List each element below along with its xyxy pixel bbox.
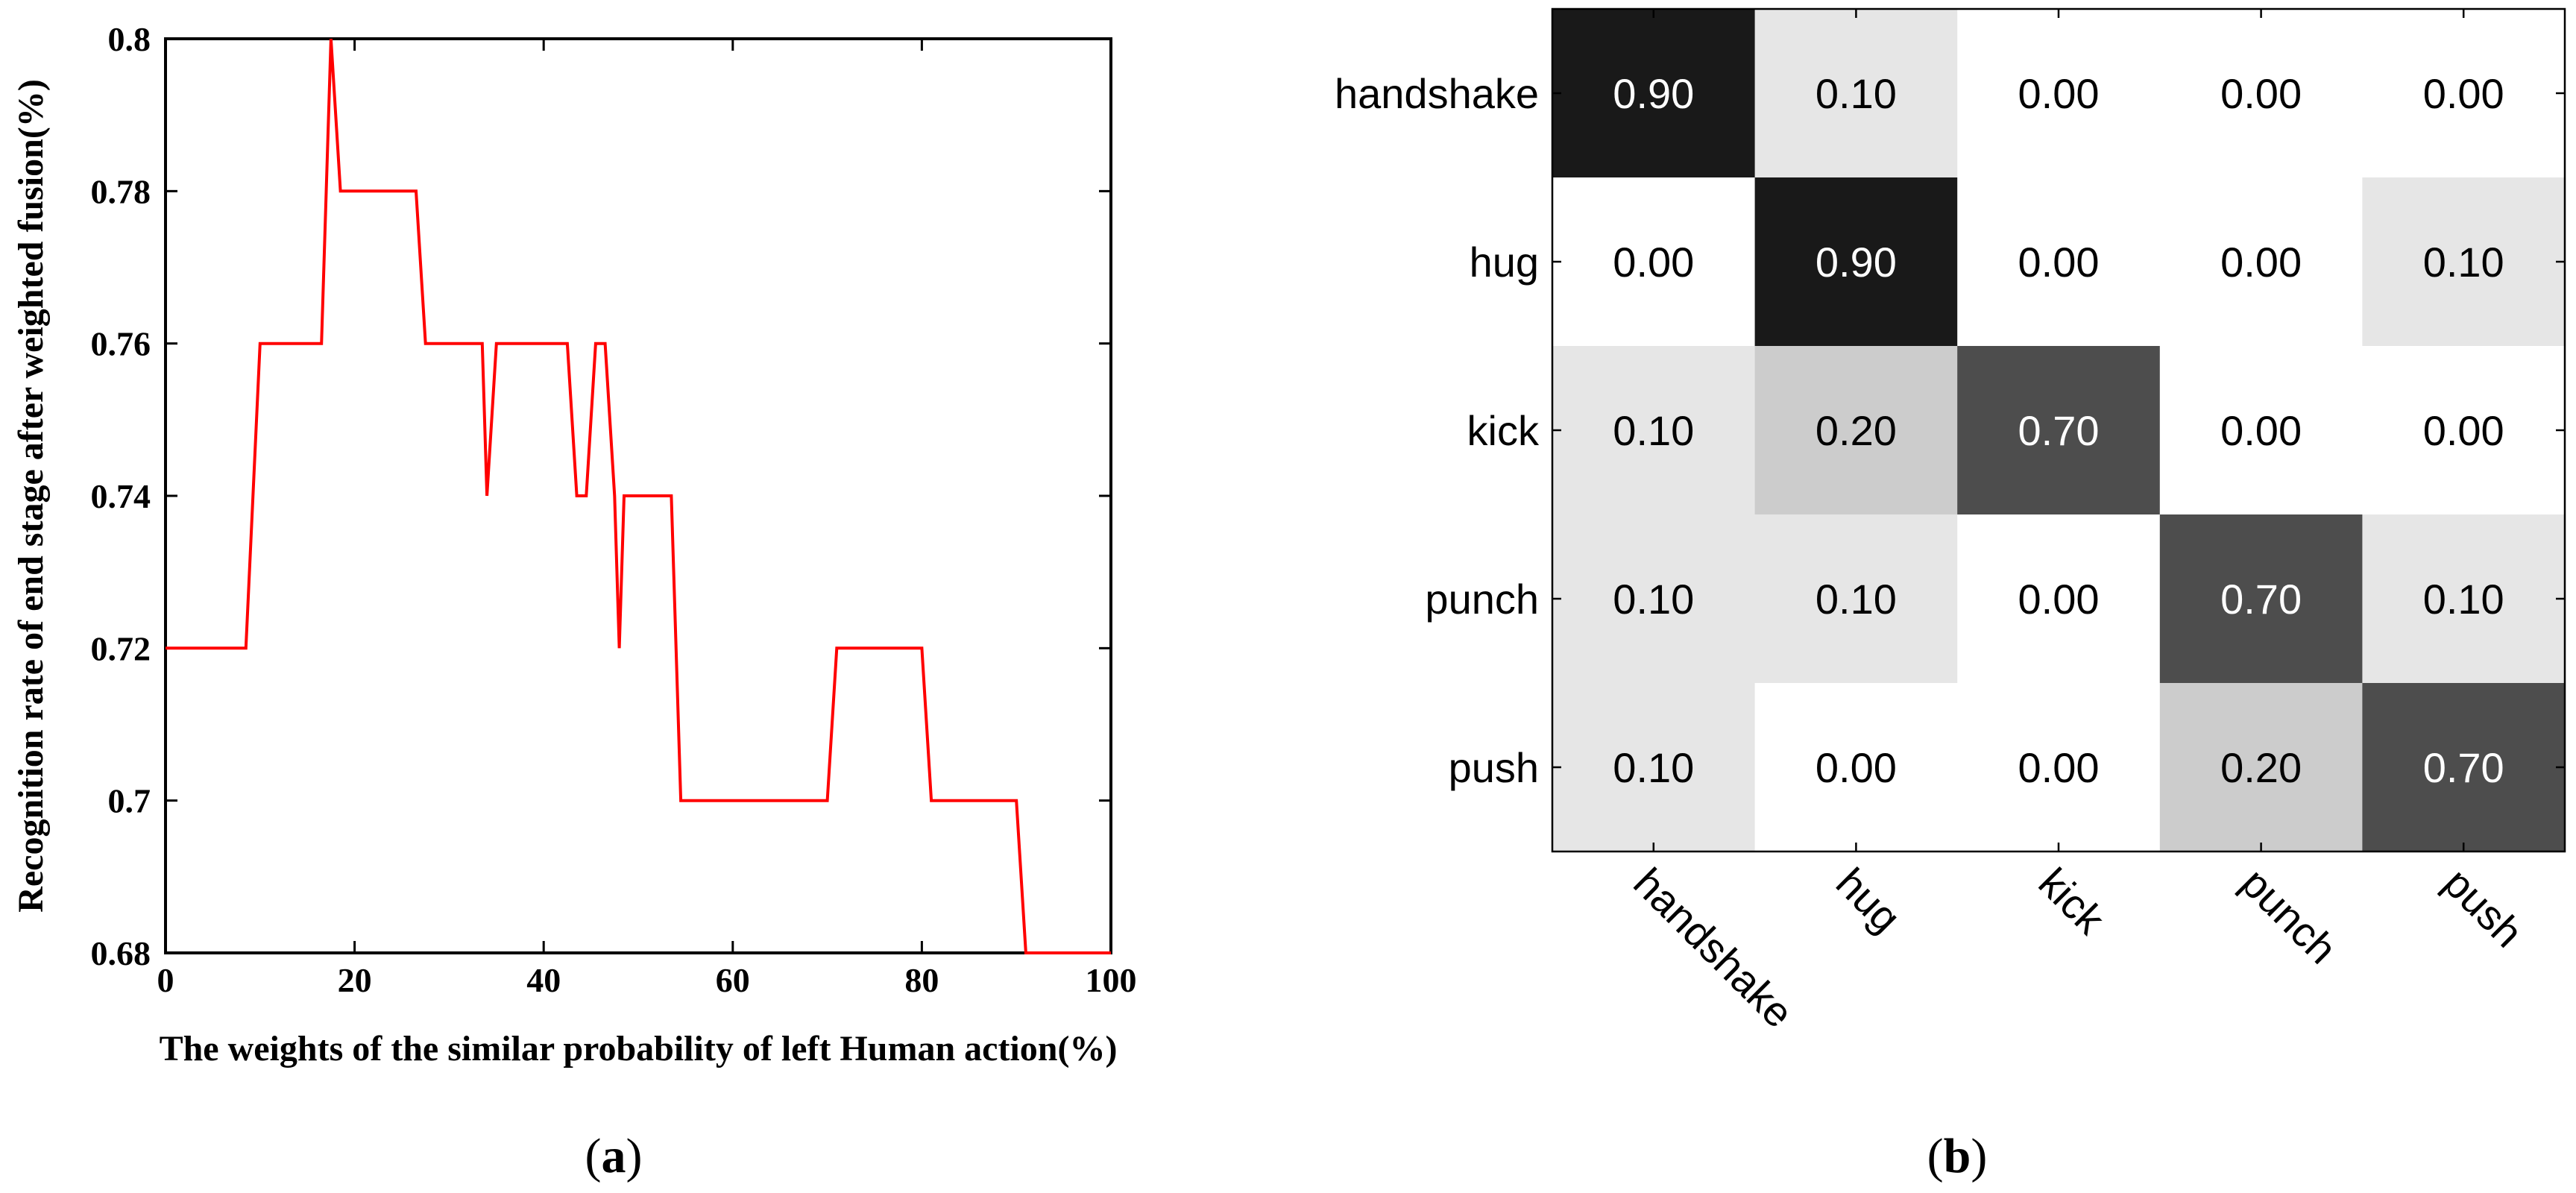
panel-b-heatmap: 0.90 0.10 0.00 0.00 0.00 0.00 0.90 0.00 0.00 0.10…	[1335, 7, 2566, 1183]
row-label: punch	[1425, 576, 1539, 623]
heatmap-cell-value: 0.00	[2220, 239, 2302, 286]
x-tick-label: 80	[904, 961, 939, 999]
column-label: punch	[2232, 859, 2346, 972]
heatmap-cell	[2159, 346, 2363, 515]
heatmap-cell	[1754, 346, 1958, 515]
heatmap-cell-value: 0.10	[1613, 576, 1694, 623]
y-tick-label: 0.7	[108, 782, 151, 820]
heatmap-cell-value: 0.10	[1613, 744, 1694, 791]
heatmap-cell	[1754, 9, 1958, 178]
heatmap-cell-value: 0.70	[2423, 744, 2504, 791]
panel-b-cells	[1552, 9, 2566, 852]
heatmap-cell	[2159, 683, 2363, 852]
x-tick-label: 40	[526, 961, 561, 999]
heatmap-cell	[1552, 346, 1756, 515]
heatmap-cell-value: 0.00	[2220, 70, 2302, 117]
heatmap-cell	[1754, 514, 1958, 684]
row-label: handshake	[1335, 70, 1539, 117]
heatmap-cell-value: 0.10	[1816, 70, 1897, 117]
heatmap-cell-value: 0.20	[2220, 744, 2302, 791]
heatmap-cell	[1552, 683, 1756, 852]
panel-a-caption: (a)	[585, 1129, 643, 1183]
heatmap-cell	[2362, 9, 2566, 178]
y-tick-label: 0.76	[91, 325, 151, 363]
heatmap-cell-value: 0.00	[2018, 70, 2100, 117]
panel-a-y-tick-labels: 0.68 0.7 0.72 0.74 0.76 0.78 0.8	[91, 20, 151, 972]
heatmap-cell-value: 0.10	[1613, 407, 1694, 454]
heatmap-cell	[1552, 9, 1756, 178]
column-label: hug	[1827, 859, 1910, 942]
panel-b-ticks	[1552, 9, 2565, 852]
heatmap-cell-value: 0.70	[2220, 576, 2302, 623]
panel-a-series-line	[166, 38, 1111, 954]
panel-b-cell-values: 0.90 0.10 0.00 0.00 0.00 0.00 0.90 0.00 0.00 0.10…	[1613, 70, 2504, 791]
column-label: handshake	[1625, 859, 1802, 1036]
x-tick-label: 60	[716, 961, 750, 999]
panel-a-line-chart: 0 20 40 60 80 100 0.680.70.720.740.760.780.8 …	[11, 20, 1137, 1183]
y-tick-label: 0.72	[91, 629, 151, 667]
panel-b-caption: (b)	[1927, 1129, 1988, 1183]
heatmap-cell-value: 0.10	[2423, 576, 2504, 623]
panel-b-row-labels: handshake hug kick punch push	[1335, 70, 1540, 791]
panel-a-x-tick-labels: 0 20 40 60 80 100	[157, 961, 1137, 999]
heatmap-cell	[2362, 683, 2566, 852]
heatmap-cell-value: 0.00	[2018, 744, 2100, 791]
heatmap-cell	[2362, 177, 2566, 347]
heatmap-cell	[2159, 9, 2363, 178]
heatmap-cell-value: 0.00	[2018, 239, 2100, 286]
heatmap-cell	[1552, 514, 1756, 684]
heatmap-cell-value: 0.90	[1816, 239, 1897, 286]
heatmap-cell-value: 0.10	[2423, 239, 2504, 286]
heatmap-cell	[2159, 177, 2363, 347]
panel-a-y-axis-label: Recognition rate of end stage after weig…	[11, 79, 51, 913]
panel-a-x-axis-label: The weights of the similar probability o…	[160, 1029, 1118, 1068]
heatmap-cell	[1957, 9, 2161, 178]
heatmap-cell-value: 0.20	[1816, 407, 1897, 454]
panel-b-column-labels: handshake hug kick punch push	[1625, 859, 2532, 1036]
heatmap-cell-value: 0.00	[1613, 239, 1694, 286]
heatmap-cell-value: 0.90	[1613, 70, 1694, 117]
heatmap-cell	[1957, 683, 2161, 852]
heatmap-cell	[1552, 177, 1756, 347]
heatmap-cell	[1957, 514, 2161, 684]
heatmap-cell-value: 0.70	[2018, 407, 2100, 454]
heatmap-cell	[2159, 514, 2363, 684]
heatmap-cell	[1957, 177, 2161, 347]
heatmap-cell	[2362, 346, 2566, 515]
heatmap-cell-value: 0.10	[1816, 576, 1897, 623]
row-label: push	[1449, 744, 1539, 791]
row-label: hug	[1470, 239, 1539, 286]
y-tick-label: 0.68	[91, 934, 151, 972]
x-tick-label: 0	[157, 961, 174, 999]
heatmap-cell	[1754, 177, 1958, 347]
heatmap-cell	[2362, 514, 2566, 684]
column-label: push	[2435, 859, 2532, 956]
x-tick-label: 20	[338, 961, 372, 999]
row-label: kick	[1467, 407, 1540, 454]
heatmap-cell-value: 0.00	[2018, 576, 2100, 623]
y-tick-label: 0.8	[108, 20, 151, 58]
heatmap-cell-value: 0.00	[2423, 407, 2504, 454]
y-tick-label: 0.78	[91, 172, 151, 210]
column-label: kick	[2030, 859, 2114, 943]
x-tick-label: 100	[1086, 961, 1137, 999]
y-tick-label: 0.74	[91, 477, 151, 515]
heatmap-cell-value: 0.00	[2423, 70, 2504, 117]
heatmap-cell	[1754, 683, 1958, 852]
heatmap-cell-value: 0.00	[2220, 407, 2302, 454]
heatmap-cell-value: 0.00	[1816, 744, 1897, 791]
heatmap-cell	[1957, 346, 2161, 515]
